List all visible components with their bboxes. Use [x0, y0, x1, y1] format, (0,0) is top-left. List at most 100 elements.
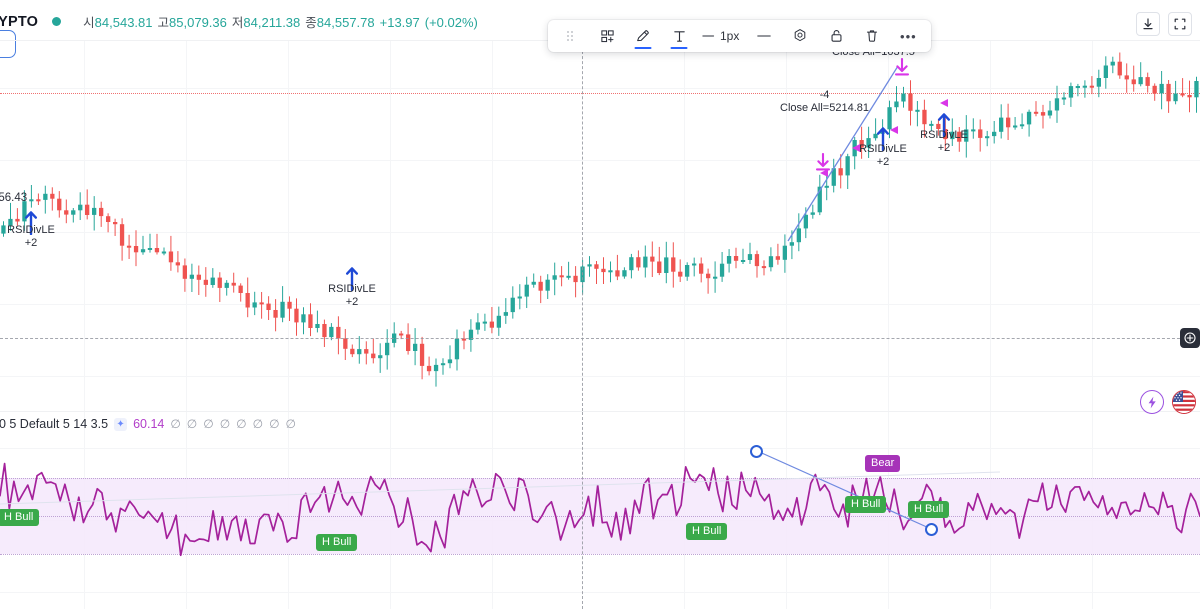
templates-icon	[600, 29, 614, 42]
rsi-pane[interactable]: H Bull H Bull H Bull H Bull H Bull Bear	[0, 412, 1200, 609]
rsi-level-50	[0, 516, 1200, 517]
open-label: 시	[83, 16, 95, 30]
grid-line-v	[186, 41, 187, 411]
buy-arrow-icon[interactable]	[876, 125, 890, 151]
pencil-tool[interactable]	[626, 20, 660, 52]
grid-line-v	[684, 41, 685, 411]
drag-handle[interactable]	[554, 20, 588, 52]
low-value: 84,211.38	[243, 15, 301, 30]
rsi-tag-bull-4[interactable]: H Bull	[845, 496, 887, 514]
fullscreen-button[interactable]	[1168, 12, 1192, 36]
us-flag-icon	[1173, 391, 1195, 413]
rsidivle-signal-3: RSIDivLE +2	[850, 143, 916, 168]
rsi-null-8: ∅	[285, 417, 296, 431]
rsi-tag-bull-5[interactable]: H Bull	[908, 501, 950, 519]
line-width-button[interactable]: 1px	[698, 20, 745, 52]
trade-triangles	[820, 99, 948, 177]
trendline-handle-end[interactable]	[925, 523, 938, 536]
plus-icon	[1184, 332, 1196, 344]
delete-button[interactable]	[855, 20, 889, 52]
rsi-null-7: ∅	[269, 417, 280, 431]
line-style-button[interactable]	[747, 20, 781, 52]
settings-button[interactable]	[783, 20, 817, 52]
rsi-line-series	[0, 462, 1200, 557]
rsi-tag-bull-1[interactable]: H Bull	[0, 509, 40, 527]
lightning-badge[interactable]	[1140, 390, 1164, 414]
rsi-level-70	[0, 478, 1200, 479]
close-all-marker-2: -4 Close All=5214.81	[780, 89, 869, 114]
close-value: 84,557.78	[316, 15, 375, 30]
templates-button[interactable]	[590, 20, 624, 52]
grid-line-h	[0, 160, 1200, 161]
rsidivle-value-1: +2	[24, 236, 38, 249]
price-axis-label: 356.43	[0, 192, 28, 204]
crosshair-vertical	[582, 41, 583, 411]
rsi-tag-bull-3[interactable]: H Bull	[686, 523, 728, 541]
rsi-trendline[interactable]	[0, 412, 1200, 609]
price-trendline[interactable]	[0, 41, 1200, 411]
locale-flag-badge[interactable]	[1172, 390, 1196, 414]
drawing-toolbar[interactable]: 1px •••	[548, 20, 932, 52]
buy-arrow-icon[interactable]	[24, 209, 38, 235]
add-indicator-button[interactable]	[1180, 328, 1200, 348]
rsi-null-6: ∅	[252, 417, 264, 431]
unlock-icon	[831, 30, 842, 42]
grip-dots-icon	[567, 31, 573, 41]
download-icon	[1143, 18, 1153, 30]
high-value: 85,079.36	[169, 15, 227, 30]
rsi-tag-bear-1[interactable]: Bear	[865, 455, 901, 473]
grid-line-v	[786, 41, 787, 411]
rsi-null-4: ∅	[219, 417, 231, 431]
fullscreen-icon	[1174, 18, 1186, 30]
text-tool[interactable]	[662, 20, 696, 52]
grid-line-h	[0, 304, 1200, 305]
lock-button[interactable]	[819, 20, 853, 52]
candlestick-series	[1, 52, 1199, 387]
trash-icon	[867, 30, 878, 42]
more-button[interactable]: •••	[891, 20, 925, 52]
rsidivle-label-3: RSIDivLE	[859, 143, 907, 155]
buy-arrow-icon[interactable]	[937, 111, 951, 137]
price-pane[interactable]: 356.43 -2 Close All=1037.5 -4 Close All=…	[0, 41, 1200, 411]
rsidivle-signal-4: RSIDivLE +2	[911, 129, 977, 154]
indicator-icon[interactable]: ✦	[114, 417, 128, 431]
gear-hexagon-icon	[795, 29, 806, 42]
rsidivle-label-2: RSIDivLE	[328, 283, 376, 295]
header-cutoff-control[interactable]	[0, 30, 16, 58]
symbol-name[interactable]: RYPTO	[0, 13, 39, 30]
change-value: +13.97	[379, 15, 420, 30]
price-level-line	[0, 93, 1200, 94]
download-button[interactable]	[1136, 12, 1160, 36]
rsi-settings-label: 60 5 Default 5 14 3.5	[0, 417, 109, 431]
ohlc-values: 시84,543.81 고85,079.36 저84,211.38 종84,557.78…	[83, 12, 478, 31]
rsidivle-signal-1: RSIDivLE +2	[0, 224, 64, 249]
rsi-legend[interactable]: 60 5 Default 5 14 3.5 ✦ 60.14 ∅ ∅ ∅ ∅ ∅ …	[0, 417, 296, 431]
grid-line-v	[492, 41, 493, 411]
sell-marker-icon[interactable]	[814, 153, 832, 173]
close-all-qty-2: -4	[819, 89, 830, 101]
open-value: 84,543.81	[94, 15, 153, 30]
pencil-icon	[637, 30, 649, 42]
pane-divider	[0, 411, 1200, 412]
rsi-null-1: ∅	[170, 417, 181, 431]
rsidivle-value-2: +2	[345, 295, 359, 308]
rsidivle-signal-2: RSIDivLE +2	[319, 283, 385, 308]
live-status-dot	[52, 17, 62, 26]
crosshair-vertical	[582, 412, 583, 609]
crosshair-horizontal	[0, 338, 1200, 339]
grid-line-h	[0, 232, 1200, 233]
buy-arrow-icon[interactable]	[345, 265, 359, 291]
grid-line-h	[0, 448, 1200, 449]
trendline-handle-start[interactable]	[750, 445, 763, 458]
rsi-tag-bull-2[interactable]: H Bull	[316, 534, 358, 552]
text-t-icon	[673, 30, 685, 42]
rsidivle-label-4: RSIDivLE	[920, 129, 968, 141]
change-percent: (+0.02%)	[424, 15, 478, 30]
rsi-null-2: ∅	[186, 417, 198, 431]
close-label: 종	[305, 16, 317, 30]
grid-line-h	[0, 88, 1200, 89]
sell-marker-icon[interactable]	[893, 58, 911, 78]
grid-line-h	[0, 376, 1200, 377]
rsi-level-30	[0, 554, 1200, 555]
